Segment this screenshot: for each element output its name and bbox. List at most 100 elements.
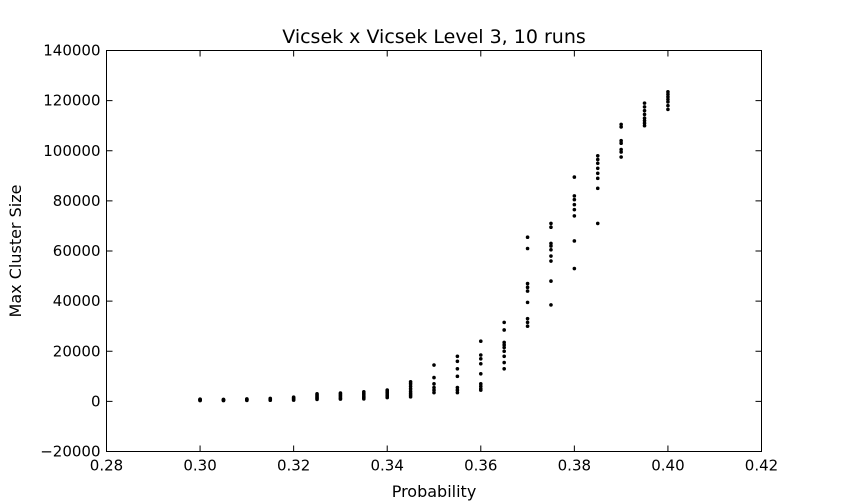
data-point: [666, 95, 670, 99]
data-point: [666, 97, 670, 102]
data-point: [572, 207, 577, 212]
data-point: [502, 320, 506, 325]
data-point: [502, 366, 506, 371]
data-point: [478, 382, 483, 386]
y-tick-label: 100000: [43, 142, 100, 160]
chart-title: Vicsek x Vicsek Level 3, 10 runs: [282, 26, 586, 48]
data-point: [572, 202, 577, 207]
data-point: [525, 289, 530, 293]
y-tick-label: 0: [91, 392, 101, 410]
data-point: [385, 388, 390, 392]
data-point: [572, 239, 577, 243]
data-point: [572, 214, 577, 218]
data-point: [221, 397, 226, 402]
data-point: [338, 391, 343, 395]
data-point: [525, 324, 530, 328]
data-point: [408, 387, 413, 391]
data-point: [502, 328, 506, 332]
x-tick-label: 0.40: [651, 457, 684, 475]
data-point: [666, 103, 670, 108]
data-point: [502, 349, 506, 354]
data-point: [549, 244, 553, 248]
data-point: [362, 390, 366, 394]
data-point: [619, 138, 623, 143]
data-point: [642, 101, 647, 105]
data-point: [549, 303, 553, 307]
data-point: [245, 397, 249, 401]
data-point: [291, 395, 296, 399]
data-point: [502, 345, 506, 350]
data-point: [595, 221, 600, 226]
y-tick-label: 80000: [53, 192, 101, 210]
data-point: [666, 92, 670, 97]
y-tick-label: 60000: [53, 242, 101, 260]
data-point: [432, 375, 436, 380]
data-point: [595, 176, 600, 181]
data-point: [642, 112, 647, 117]
data-point: [572, 197, 577, 202]
y-tick-label: −20000: [40, 443, 100, 461]
y-tick-label: 120000: [43, 92, 100, 110]
data-point: [525, 300, 530, 305]
data-point: [478, 339, 483, 344]
data-point: [315, 392, 319, 396]
data-point: [525, 316, 530, 321]
data-point: [642, 118, 647, 123]
data-point: [595, 186, 600, 191]
data-point: [619, 125, 623, 129]
x-tick-label: 0.34: [371, 457, 404, 475]
x-axis-label: Probability: [392, 482, 477, 501]
data-point: [595, 157, 600, 162]
data-point: [432, 382, 436, 386]
data-point: [502, 354, 506, 359]
data-point: [572, 194, 577, 198]
data-point: [642, 108, 647, 113]
data-points: [198, 90, 670, 403]
data-point: [432, 390, 436, 395]
data-point: [478, 356, 483, 361]
data-point: [455, 390, 460, 395]
x-tick-label: 0.28: [90, 457, 123, 475]
data-point: [408, 384, 413, 389]
data-point: [549, 259, 553, 263]
data-point: [478, 372, 483, 376]
data-point: [455, 374, 460, 379]
data-point: [198, 397, 202, 401]
data-point: [642, 123, 647, 128]
data-point: [432, 385, 436, 390]
data-point: [642, 116, 647, 120]
data-point: [478, 361, 483, 366]
data-point: [595, 161, 600, 166]
data-point: [549, 241, 553, 246]
data-point: [619, 150, 623, 154]
data-point: [595, 166, 600, 171]
data-point: [455, 385, 460, 390]
data-point: [549, 221, 553, 226]
data-point: [478, 387, 483, 391]
data-point: [619, 155, 623, 159]
data-point: [455, 354, 460, 359]
data-point: [408, 380, 413, 384]
data-point: [619, 122, 623, 127]
data-point: [595, 171, 600, 176]
axis-ticks: 0.28 0.30 0.32 0.34 0.36 0.38 0.40 0.42 −20000 0 2…: [40, 42, 778, 475]
data-point: [525, 246, 530, 251]
data-point: [666, 100, 670, 104]
data-point: [432, 363, 436, 367]
y-tick-label: 20000: [53, 342, 101, 360]
x-tick-label: 0.38: [558, 457, 591, 475]
data-point: [478, 384, 483, 389]
data-point: [549, 254, 553, 258]
data-point: [619, 141, 623, 146]
data-point: [455, 366, 460, 371]
data-point: [478, 353, 483, 357]
data-point: [525, 320, 530, 325]
data-point: [549, 279, 553, 283]
data-point: [666, 107, 670, 112]
data-point: [595, 153, 600, 158]
data-point: [268, 396, 273, 401]
data-point: [666, 90, 670, 94]
data-point: [642, 121, 647, 125]
plot-frame: [106, 50, 762, 452]
